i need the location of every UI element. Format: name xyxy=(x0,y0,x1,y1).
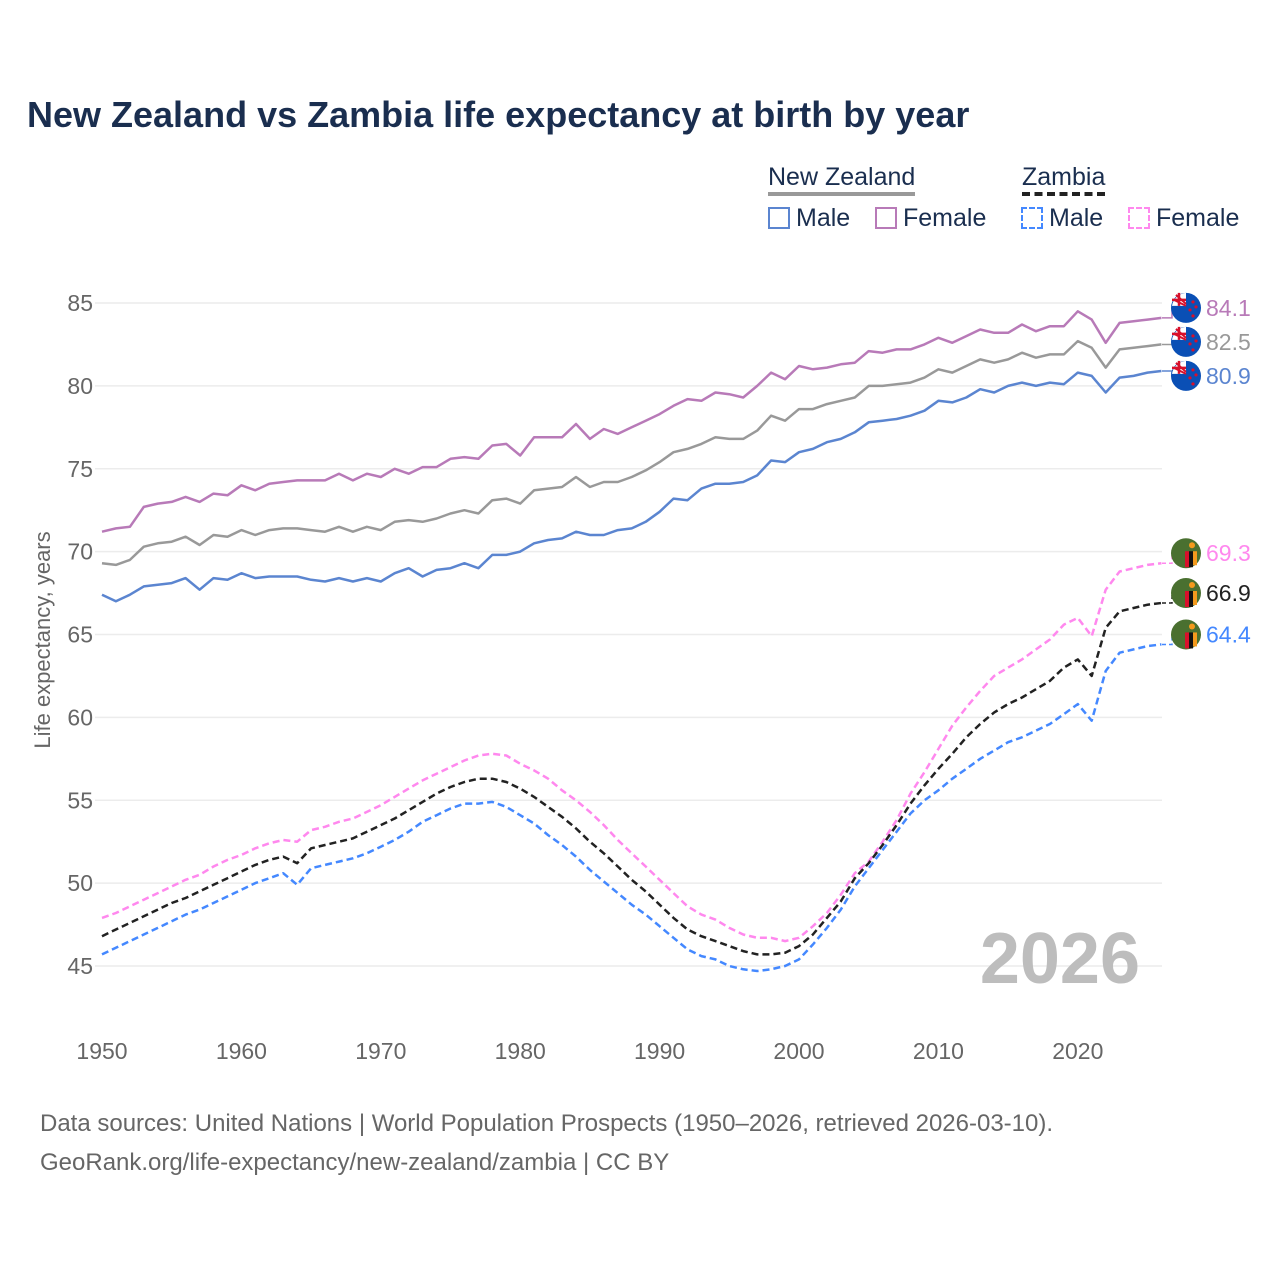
legend-swatch-zambia-male xyxy=(1021,207,1043,229)
y-tick-label: 80 xyxy=(67,373,93,399)
legend-group-zambia: Zambia xyxy=(1022,162,1106,196)
legend-nz-male[interactable]: Male xyxy=(768,204,850,233)
end-value-label: 64.4 xyxy=(1206,621,1251,647)
x-tick-label: 1990 xyxy=(634,1038,685,1064)
y-tick-label: 70 xyxy=(67,539,93,565)
end-connector xyxy=(1162,593,1173,604)
chart-title: New Zealand vs Zambia life expectancy at… xyxy=(27,94,970,135)
legend-label: Female xyxy=(1156,204,1240,232)
legend-zambia-male[interactable]: Male xyxy=(1021,204,1103,233)
zambia-flag-icon xyxy=(1171,619,1201,650)
series-line-new-zealand-female xyxy=(101,310,1162,533)
y-tick-label: 65 xyxy=(67,622,93,648)
new-zealand-flag-icon xyxy=(1171,326,1201,357)
end-value-label: 82.5 xyxy=(1206,329,1251,355)
legend-label: Female xyxy=(903,204,987,232)
x-tick-label: 2020 xyxy=(1052,1038,1103,1064)
end-value-label: 66.9 xyxy=(1206,580,1251,606)
zambia-flag-icon xyxy=(1171,538,1201,569)
x-tick-label: 1950 xyxy=(76,1038,127,1064)
x-tick-label: 1980 xyxy=(495,1038,546,1064)
y-tick-label: 55 xyxy=(67,787,93,813)
footer: Data sources: United Nations | World Pop… xyxy=(40,1104,1053,1182)
series-line-zambia-female xyxy=(101,561,1162,943)
x-tick-label: 1960 xyxy=(216,1038,267,1064)
legend-zambia-female[interactable]: Female xyxy=(1128,204,1239,233)
x-tick-label: 2010 xyxy=(913,1038,964,1064)
end-connector xyxy=(1162,370,1173,376)
y-axis-label: Life expectancy, years xyxy=(30,531,55,748)
end-connector xyxy=(1162,634,1173,646)
series-line-zambia xyxy=(101,601,1162,956)
series-line-zambia-male xyxy=(101,643,1162,973)
legend-swatch-nz-male xyxy=(768,207,790,229)
y-tick-label: 85 xyxy=(67,290,93,316)
year-watermark: 2026 xyxy=(980,919,1140,999)
legend-swatch-zambia-female xyxy=(1128,207,1150,229)
end-connector xyxy=(1162,553,1173,564)
series-line-new-zealand xyxy=(101,339,1162,567)
end-connector xyxy=(1162,341,1173,346)
legend-swatch-nz-female xyxy=(875,207,897,229)
legend-label: Male xyxy=(1049,204,1104,232)
new-zealand-flag-icon xyxy=(1171,360,1201,391)
source-text: Data sources: United Nations | World Pop… xyxy=(40,1110,1054,1137)
end-connector xyxy=(1162,307,1173,319)
end-value-label: 80.9 xyxy=(1206,363,1251,389)
x-tick-label: 2000 xyxy=(773,1038,824,1064)
x-tick-label: 1970 xyxy=(355,1038,406,1064)
series-line-new-zealand-male xyxy=(101,369,1162,603)
source-link[interactable]: GeoRank.org/life-expectancy/new-zealand/… xyxy=(40,1149,670,1176)
zambia-flag-icon xyxy=(1171,578,1201,609)
y-tick-label: 75 xyxy=(67,456,93,482)
y-tick-label: 50 xyxy=(67,870,93,896)
end-value-label: 84.1 xyxy=(1206,295,1251,321)
end-value-label: 69.3 xyxy=(1206,540,1251,566)
legend-nz-female[interactable]: Female xyxy=(875,204,986,233)
legend-label: Male xyxy=(796,204,851,232)
legend-group-new-zealand: New Zealand xyxy=(768,162,916,196)
y-tick-label: 60 xyxy=(67,704,93,730)
new-zealand-flag-icon xyxy=(1171,292,1201,323)
y-tick-label: 45 xyxy=(67,953,93,979)
